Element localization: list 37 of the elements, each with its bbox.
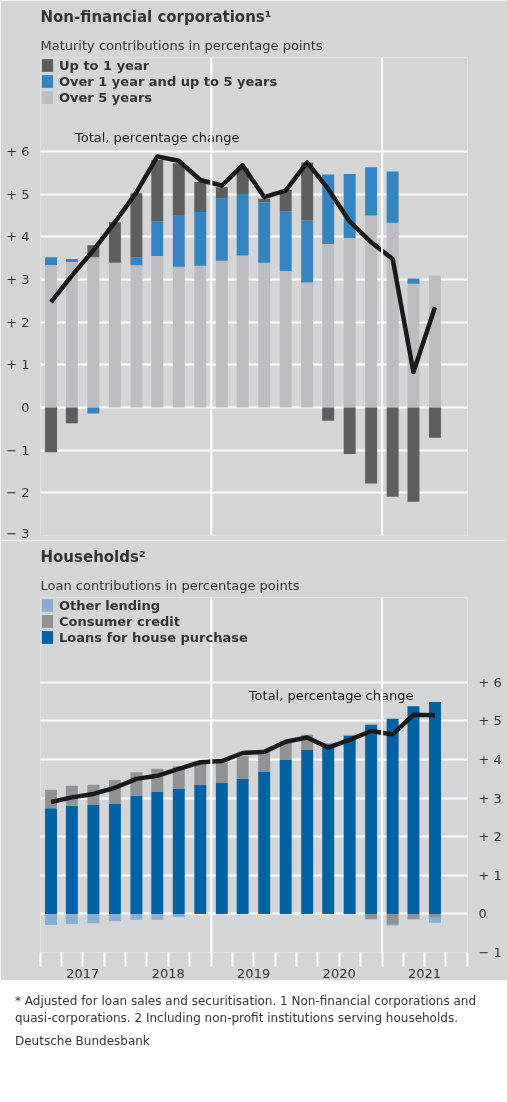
y-tick-label: + 2 — [478, 829, 502, 845]
y-tick-label: + 6 — [478, 674, 502, 690]
series-label: Total, percentage change — [247, 687, 414, 703]
series-label: Total, percentage change — [73, 129, 240, 145]
y-tick-label: − 3 — [6, 525, 30, 541]
x-tick-label: 2020 — [322, 965, 356, 981]
y-tick-label: + 3 — [6, 271, 30, 287]
y-tick-label: + 4 — [6, 229, 30, 245]
legend-label: Loans for house purchase — [59, 629, 248, 645]
y-tick-label: + 2 — [6, 314, 30, 330]
y-tick-label: − 2 — [6, 485, 30, 501]
chart-title: Non-financial corporations¹ — [40, 7, 272, 26]
chart-title: Households² — [40, 547, 146, 566]
y-tick-label: + 4 — [478, 752, 502, 768]
y-tick-label: + 3 — [478, 790, 502, 806]
y-tick-label: + 6 — [6, 143, 30, 159]
y-tick-label: − 1 — [478, 945, 502, 960]
y-tick-label: − 1 — [6, 442, 30, 458]
legend-label: Other lending — [59, 597, 161, 613]
legend-label: Up to 1 year — [59, 57, 150, 73]
y-tick-label: + 5 — [6, 186, 30, 202]
x-tick-label: 2018 — [151, 965, 185, 981]
text: * Adjusted for loan sales and securitisation. 1 Non-financial corporations and quasi-corporations. 2 Including non-profit institutions serving households. — [15, 993, 478, 1028]
text: Deutsche Bundesbank — [15, 1033, 151, 1051]
y-tick-label: + 5 — [478, 713, 502, 729]
y-tick-label: 0 — [21, 399, 30, 415]
x-tick-label: 2021 — [407, 965, 441, 981]
x-tick-label: 2017 — [66, 965, 100, 981]
y-tick-label: + 1 — [6, 357, 30, 373]
x-tick-label: 2019 — [237, 965, 271, 981]
chart-subtitle: Maturity contributions in percentage points — [40, 37, 323, 53]
y-tick-label: 0 — [478, 906, 487, 922]
chart-subtitle: Loan contributions in percentage points — [40, 577, 300, 593]
legend-label: Over 1 year and up to 5 years — [59, 73, 278, 89]
y-tick-label: + 1 — [478, 867, 502, 883]
legend-label: Consumer credit — [59, 613, 180, 629]
legend-label: Over 5 years — [59, 89, 153, 105]
